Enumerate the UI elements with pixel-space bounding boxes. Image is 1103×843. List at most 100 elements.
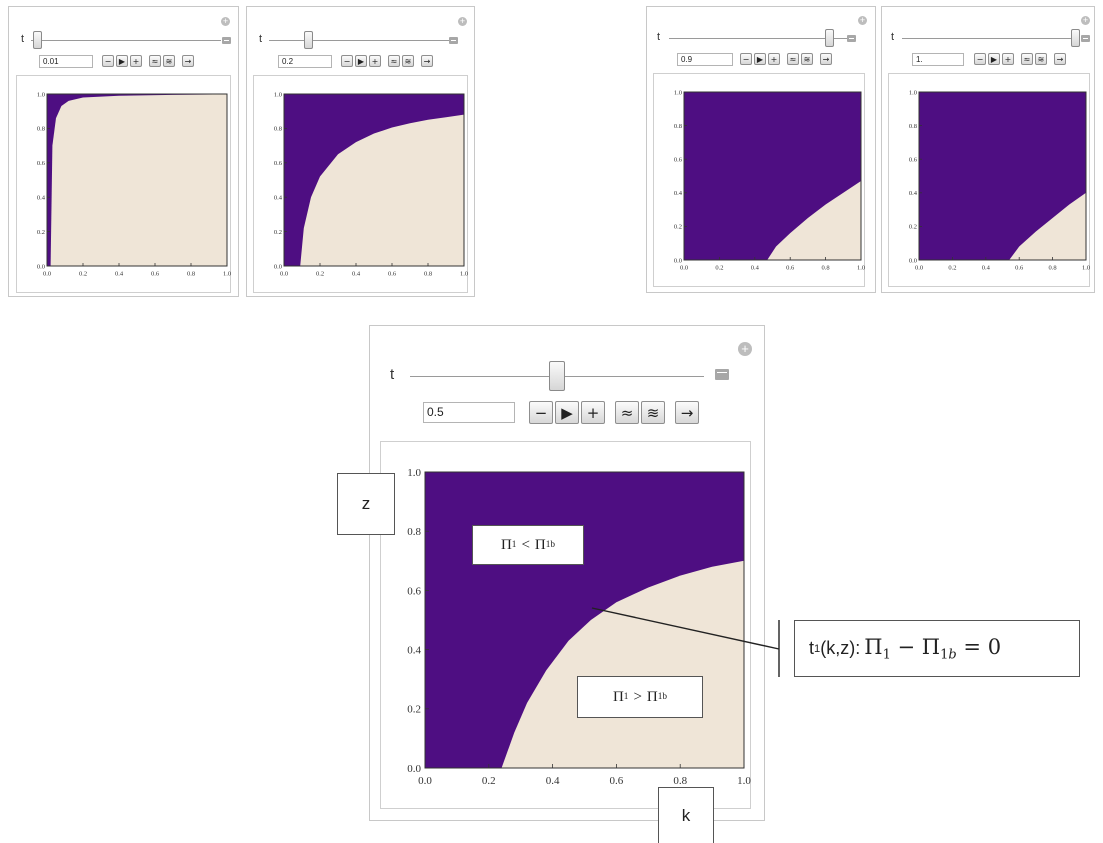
x-tick-label: 0.8 [424, 271, 432, 278]
direction-button[interactable]: → [182, 55, 194, 67]
plot-area: 0.00.0 0.2 0.2 0.4 0.4 0.6 0.6 0.8 0.8 1.0 1.0 [674, 89, 865, 271]
z-axis-label: z [361, 494, 371, 513]
increment-button[interactable]: + [369, 55, 381, 67]
plot-border [283, 93, 465, 267]
play-button[interactable]: ▶ [355, 55, 367, 67]
slider-thumb[interactable] [1071, 29, 1080, 47]
animation-controls: − ▶ + ≈ ≋ → [102, 55, 194, 67]
region-pi1-greater-than-pi1b [300, 114, 464, 266]
decrement-button[interactable]: − [974, 53, 986, 65]
x-tick-label: 0.6 [151, 271, 160, 278]
slider-thumb[interactable] [549, 361, 565, 391]
slider-thumb[interactable] [304, 31, 314, 49]
y-tick-label: 0.2 [407, 704, 421, 716]
expr-rhs-sub-1: 1 [940, 647, 949, 663]
decrement-button[interactable]: − [740, 53, 752, 65]
manipulate-panel-t-02: t + 0.2 − ▶ + ≈ ≋ → 0.0 0.0 0.2 0.2 0.4 0.4 0.6 0.6 0… [246, 6, 475, 297]
x-tick-label: 0.4 [115, 271, 124, 278]
y-tick-label: 0.8 [274, 126, 282, 133]
slider-track[interactable] [902, 38, 1080, 39]
expr-rhs: Π [921, 634, 941, 659]
collapse-icon[interactable] [222, 37, 231, 44]
faster-button[interactable]: ≈ [388, 55, 400, 67]
boundary-name: t [809, 638, 815, 658]
x-tick-label: 0.2 [715, 265, 723, 272]
slider-track[interactable] [269, 40, 455, 41]
play-button[interactable]: ▶ [754, 53, 766, 65]
x-tick-label: 0.2 [948, 265, 956, 272]
x-tick-label: 0.6 [610, 775, 624, 787]
x-tick-label: 0.0 [43, 271, 51, 278]
add-control-icon[interactable]: + [738, 342, 752, 356]
slider-track[interactable] [669, 38, 851, 39]
t-value-field[interactable]: 1. [912, 53, 964, 66]
y-tick-label: 0.8 [407, 526, 421, 538]
plot-frame: 0.0 0.0 0.2 0.2 0.4 0.4 0.6 0.6 0.8 0.8 1.0 1.0 [253, 75, 468, 293]
collapse-icon[interactable] [1081, 35, 1090, 42]
play-button[interactable]: ▶ [116, 55, 128, 67]
y-tick-label: 0.0 [274, 263, 282, 270]
t-value-field[interactable]: 0.01 [39, 55, 93, 68]
collapse-icon[interactable] [847, 35, 856, 42]
y-tick-label: 0.8 [37, 126, 45, 133]
faster-button[interactable]: ≈ [787, 53, 799, 65]
add-control-icon[interactable]: + [858, 15, 867, 25]
decrement-button[interactable]: − [529, 401, 553, 424]
x-tick-label: 0.6 [388, 271, 397, 278]
t-value-field[interactable]: 0.2 [278, 55, 332, 68]
x-tick-label: 1.0 [857, 265, 865, 272]
t-value-field[interactable]: 0.5 [423, 402, 515, 423]
y-tick-label: 1.0 [909, 89, 917, 96]
increment-button[interactable]: + [1002, 53, 1014, 65]
direction-button[interactable]: → [820, 53, 832, 65]
slower-button[interactable]: ≋ [1035, 53, 1047, 65]
animation-controls: − ▶ + ≈ ≋ → [529, 401, 699, 424]
collapse-icon[interactable] [715, 369, 729, 380]
increment-button[interactable]: + [581, 401, 605, 424]
t-value-field[interactable]: 0.9 [677, 53, 733, 66]
y-tick-label: 1.0 [674, 89, 682, 96]
slider-thumb[interactable] [32, 31, 42, 49]
y-tick-label: 1.0 [407, 467, 421, 479]
faster-button[interactable]: ≈ [615, 401, 639, 424]
animation-controls: − ▶ + ≈ ≋ → [740, 53, 832, 65]
expr-lhs: Π [864, 634, 883, 659]
collapse-icon[interactable] [449, 37, 458, 44]
increment-button[interactable]: + [130, 55, 142, 67]
y-tick-label: 1.0 [37, 91, 45, 98]
slider-track[interactable] [31, 40, 221, 41]
direction-button[interactable]: → [421, 55, 433, 67]
region-plot: 0.00.0 0.2 0.2 0.4 0.4 0.6 0.6 0.8 0.8 1.0 1.0 [274, 91, 468, 278]
increment-button[interactable]: + [768, 53, 780, 65]
expr-rhs-sub-b: b [948, 647, 957, 663]
y-tick-label: 0.2 [909, 224, 917, 231]
slower-button[interactable]: ≋ [402, 55, 414, 67]
expr-rhs-sub: 1b [940, 647, 957, 662]
decrement-button[interactable]: − [102, 55, 114, 67]
upper-rhs-sub-1: 1b [545, 540, 556, 550]
plot-border [683, 91, 862, 261]
y-tick-label: 0.2 [37, 229, 45, 236]
animation-controls: − ▶ + ≈ ≋ → [341, 55, 433, 67]
direction-button[interactable]: → [1054, 53, 1066, 65]
faster-button[interactable]: ≈ [1021, 53, 1033, 65]
add-control-icon[interactable]: + [458, 16, 467, 26]
play-button[interactable]: ▶ [555, 401, 579, 424]
decrement-button[interactable]: − [341, 55, 353, 67]
slower-button[interactable]: ≋ [641, 401, 665, 424]
add-control-icon[interactable]: + [1081, 15, 1090, 25]
x-tick-label: 0.4 [546, 775, 560, 787]
y-tick-label: 0.6 [274, 160, 283, 167]
x-tick-label: 0.8 [673, 775, 687, 787]
add-control-icon[interactable]: + [221, 16, 230, 26]
faster-button[interactable]: ≈ [149, 55, 161, 67]
slider-thumb[interactable] [824, 29, 834, 47]
boundary-args: (k,z): [820, 638, 861, 658]
slider-label: t [891, 31, 895, 43]
slower-button[interactable]: ≋ [801, 53, 813, 65]
slower-button[interactable]: ≋ [163, 55, 175, 67]
y-tick-label: 0.0 [674, 257, 682, 264]
x-tick-label: 0.6 [1015, 265, 1024, 272]
direction-button[interactable]: → [675, 401, 699, 424]
play-button[interactable]: ▶ [988, 53, 1000, 65]
